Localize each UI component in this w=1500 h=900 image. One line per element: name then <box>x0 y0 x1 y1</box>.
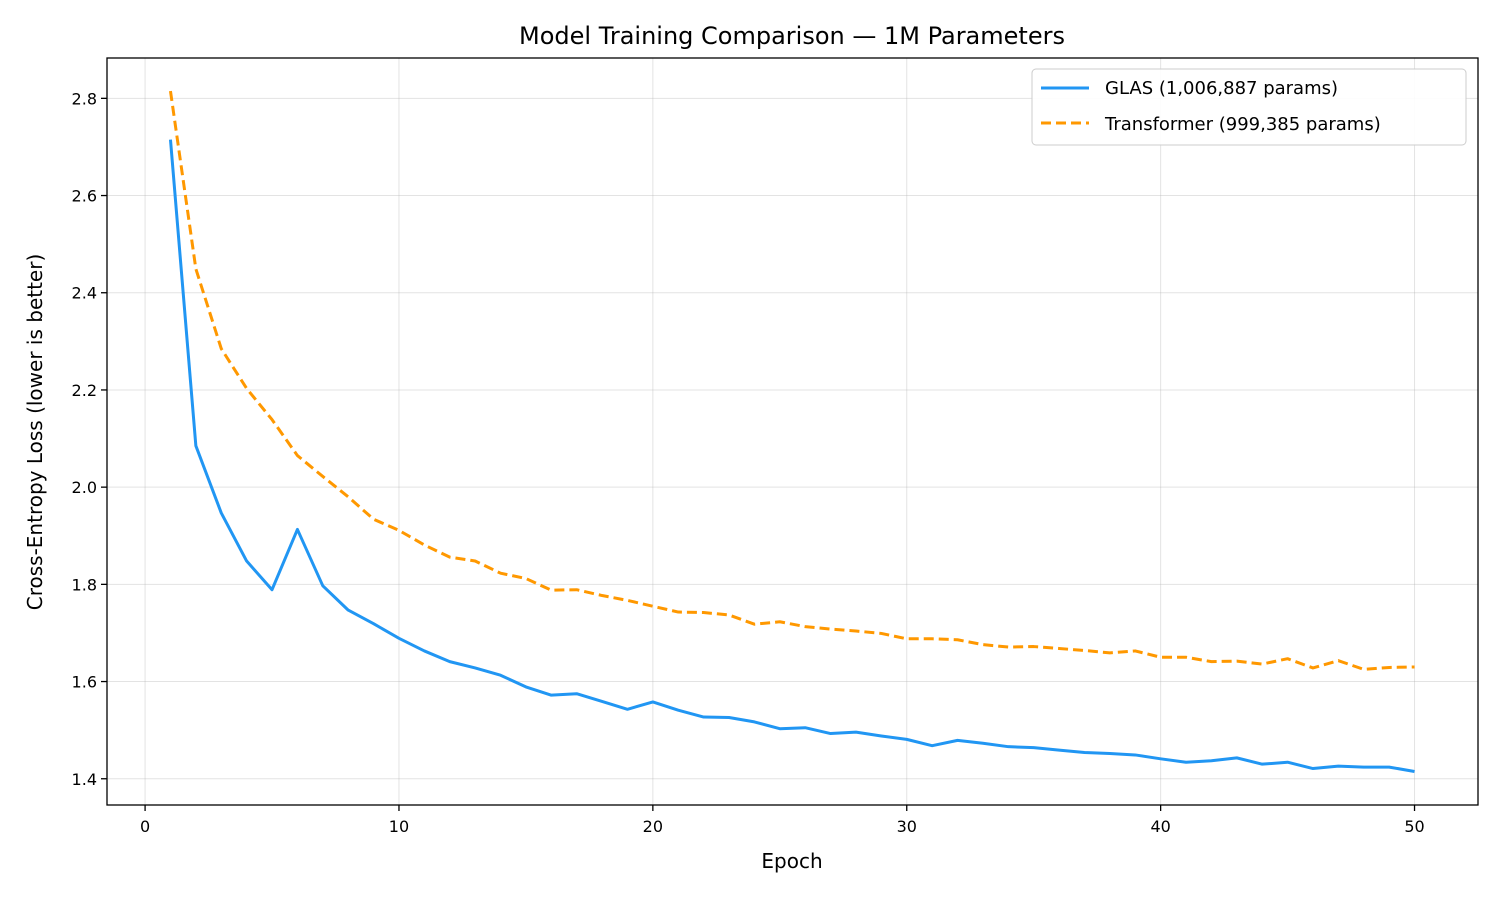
legend-box <box>1031 68 1467 146</box>
y-tick-label: 1.6 <box>72 673 97 692</box>
y-tick-label: 2.6 <box>72 187 97 206</box>
series-line-transformer <box>168 90 1415 671</box>
x-tick-label: 10 <box>389 817 409 836</box>
y-tick-label: 2.2 <box>72 381 97 400</box>
series-lines <box>168 90 1415 773</box>
x-tick-label: 20 <box>643 817 663 836</box>
x-tick-label: 0 <box>140 817 150 836</box>
grid-lines <box>107 58 1478 805</box>
y-axis-label: Cross-Entropy Loss (lower is better) <box>23 254 47 611</box>
x-tick-label: 40 <box>1150 817 1170 836</box>
x-tick-label: 50 <box>1404 817 1424 836</box>
axis-ticks: 0 10 20 30 40 50 1.4 1.6 1.8 2.0 2.2 2.4 2.6 2.8 <box>72 89 1425 836</box>
y-tick-label: 1.4 <box>72 770 97 789</box>
legend-label-glas: GLAS (1,006,887 params) <box>1105 78 1338 99</box>
legend-label-transformer: Transformer (999,385 params) <box>1104 114 1381 135</box>
y-tick-label: 2.0 <box>72 478 97 497</box>
x-tick-label: 30 <box>897 817 917 836</box>
series-line-glas <box>168 139 1415 773</box>
y-tick-label: 2.8 <box>72 89 97 108</box>
y-tick-label: 2.4 <box>72 284 97 303</box>
y-tick-label: 1.8 <box>72 575 97 594</box>
plot-frame <box>106 57 1479 806</box>
legend: GLAS (1,006,887 params) Transformer (999… <box>1031 68 1467 146</box>
x-axis-label: Epoch <box>761 849 822 873</box>
chart-title: Model Training Comparison — 1M Parameter… <box>519 22 1065 50</box>
